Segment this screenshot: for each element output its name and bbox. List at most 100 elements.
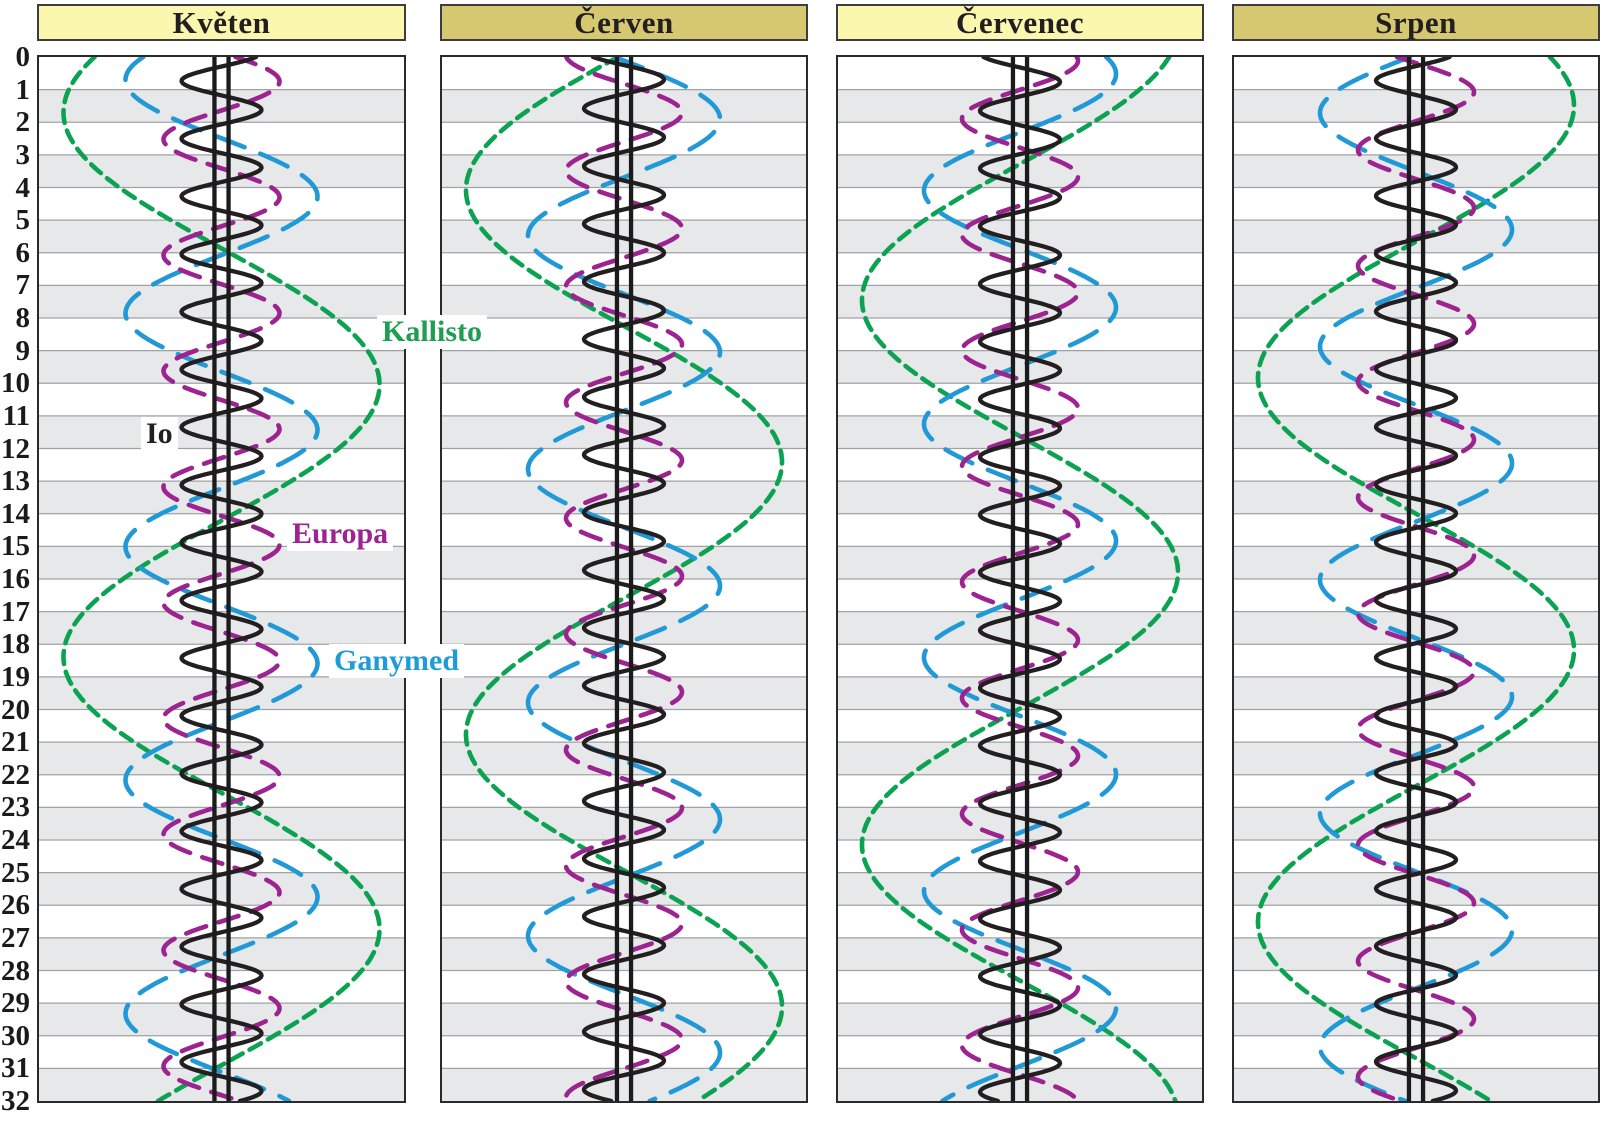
day-band <box>838 220 1202 253</box>
month-title-2: Červen <box>574 4 674 40</box>
day-tick-12: 12 <box>1 432 30 465</box>
curve-kallisto <box>1255 57 1577 1101</box>
day-tick-7: 7 <box>15 269 31 302</box>
day-band <box>1234 807 1598 840</box>
day-band <box>1234 285 1598 318</box>
moon-curves-svg-1 <box>39 57 404 1101</box>
day-band <box>442 807 806 840</box>
day-tick-11: 11 <box>2 399 30 432</box>
jupiter-disk-line-left <box>212 57 217 1101</box>
day-tick-21: 21 <box>1 726 30 759</box>
month-header-2: Červen <box>440 4 808 41</box>
jupiter-disk-line-left <box>1406 57 1412 1101</box>
day-band <box>39 611 404 645</box>
day-tick-1: 1 <box>15 73 31 106</box>
label-kallisto: Kallisto <box>377 315 488 349</box>
day-tick-18: 18 <box>1 628 30 661</box>
day-band <box>838 285 1202 318</box>
curve-europa <box>959 57 1081 1101</box>
day-tick-4: 4 <box>15 171 31 204</box>
curve-io <box>1373 57 1459 1101</box>
curve-europa <box>161 57 282 1101</box>
day-tick-13: 13 <box>1 465 30 498</box>
jupiter-disk-line-right <box>226 57 231 1101</box>
day-band <box>39 937 404 971</box>
day-tick-30: 30 <box>1 1019 30 1052</box>
label-ganymed: Ganymed <box>329 644 465 678</box>
jupiter-disk-line-right <box>1420 57 1426 1101</box>
month-title-1: Květen <box>172 4 271 40</box>
day-band <box>442 676 806 710</box>
curve-europa <box>563 57 685 1101</box>
moon-curves-svg-3 <box>838 57 1202 1101</box>
day-band <box>1234 937 1598 971</box>
day-band <box>838 937 1202 971</box>
day-tick-31: 31 <box>1 1052 30 1085</box>
moon-curves-svg-4 <box>1234 57 1598 1101</box>
curve-kallisto <box>463 57 785 1101</box>
day-band <box>1234 676 1598 710</box>
day-band <box>39 676 404 710</box>
day-axis: 0 1 2 3 4 5 6 7 8 9 10 11 12 13 14 15 16 17 18 19 20 21 22 23 24… <box>0 42 31 1116</box>
month-header-1: Květen <box>37 4 406 41</box>
day-tick-19: 19 <box>1 660 30 693</box>
day-tick-8: 8 <box>15 302 31 334</box>
plot-area-4 <box>1232 55 1600 1103</box>
day-band <box>442 611 806 645</box>
day-band <box>442 285 806 318</box>
day-tick-9: 9 <box>15 334 31 367</box>
month-title-3: Červenec <box>956 4 1084 40</box>
day-tick-2: 2 <box>15 106 31 139</box>
day-tick-16: 16 <box>1 563 30 595</box>
month-header-4: Srpen <box>1232 4 1600 41</box>
day-tick-23: 23 <box>1 791 30 824</box>
curve-ganymed <box>921 57 1119 1101</box>
label-europa: Europa <box>287 517 394 551</box>
label-io: Io <box>141 417 178 451</box>
day-tick-25: 25 <box>1 856 30 889</box>
curve-io <box>581 57 667 1101</box>
jupiter-disk-line-right <box>628 57 634 1101</box>
day-tick-10: 10 <box>1 367 30 400</box>
day-tick-6: 6 <box>15 236 31 269</box>
day-tick-0: 0 <box>15 41 31 73</box>
curve-kallisto <box>61 57 382 1101</box>
curve-ganymed <box>123 57 320 1101</box>
curve-kallisto <box>859 57 1181 1101</box>
day-tick-15: 15 <box>1 530 30 563</box>
day-tick-3: 3 <box>15 138 31 171</box>
day-band <box>442 937 806 971</box>
day-tick-24: 24 <box>1 824 30 856</box>
jupiter-disk-line-left <box>1010 57 1016 1101</box>
day-band <box>442 546 806 579</box>
plot-area-3 <box>836 55 1204 1103</box>
plot-area-2 <box>440 55 808 1103</box>
curve-io <box>977 57 1063 1101</box>
day-tick-29: 29 <box>1 987 30 1020</box>
day-tick-27: 27 <box>1 921 30 954</box>
month-title-4: Srpen <box>1375 4 1457 40</box>
curve-io <box>179 57 264 1101</box>
day-tick-14: 14 <box>1 497 30 530</box>
day-band <box>1234 1068 1598 1101</box>
month-header-3: Červenec <box>836 4 1204 41</box>
day-band <box>39 285 404 318</box>
jupiter-disk-line-right <box>1024 57 1030 1101</box>
day-tick-22: 22 <box>1 758 30 791</box>
day-tick-17: 17 <box>1 595 30 628</box>
plot-area-1 <box>37 55 406 1103</box>
day-tick-28: 28 <box>1 954 30 987</box>
moon-curves-svg-2 <box>442 57 806 1101</box>
day-band <box>838 1068 1202 1101</box>
day-tick-5: 5 <box>15 204 31 237</box>
day-band <box>1234 872 1598 906</box>
day-band <box>39 872 404 906</box>
day-tick-20: 20 <box>1 693 30 726</box>
day-band <box>39 807 404 840</box>
curve-ganymed <box>525 57 723 1101</box>
day-tick-26: 26 <box>1 889 30 922</box>
jupiter-disk-line-left <box>614 57 620 1101</box>
day-band <box>442 350 806 384</box>
curve-ganymed <box>1317 57 1515 1101</box>
